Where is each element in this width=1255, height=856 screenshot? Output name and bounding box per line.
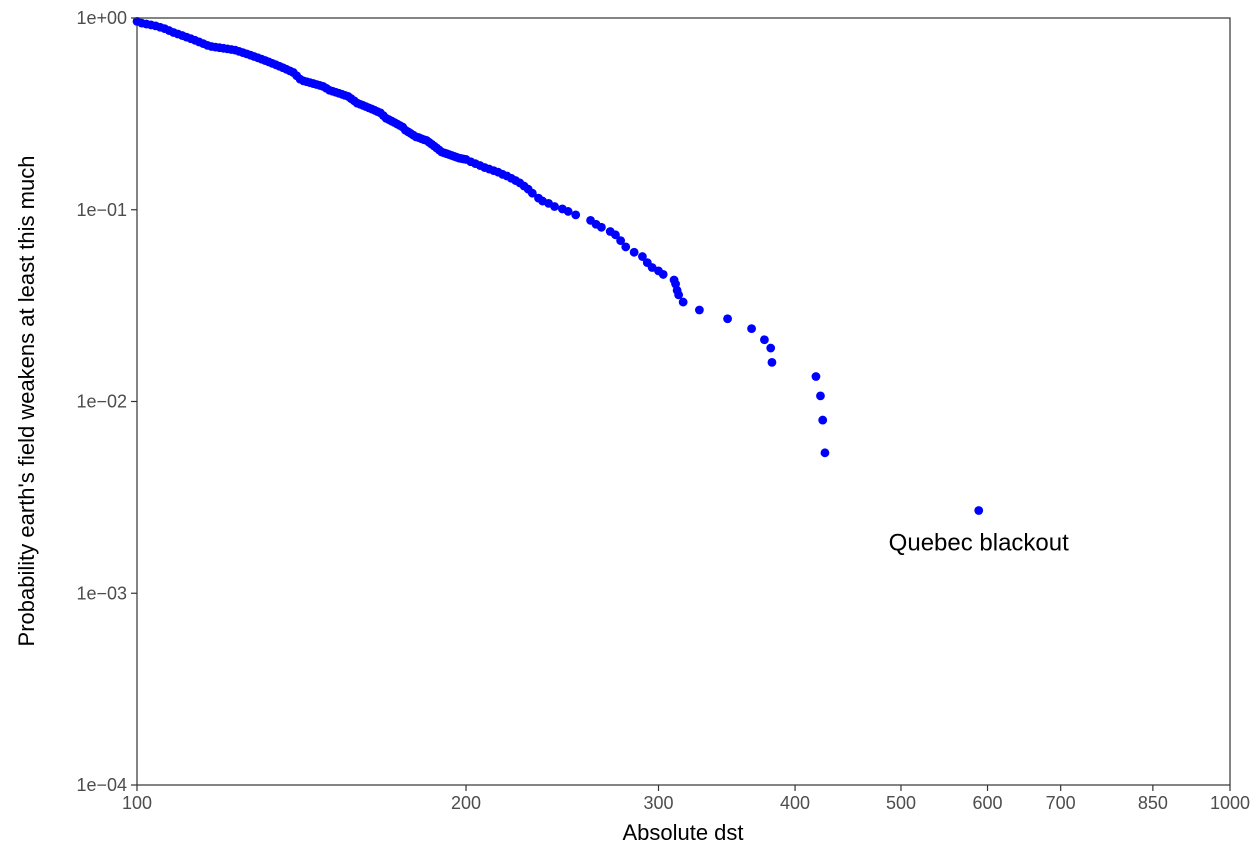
annotation-quebec-blackout: Quebec blackout — [889, 530, 1069, 557]
y-tick-label: 1e−01 — [76, 200, 127, 220]
y-tick-label: 1e−03 — [76, 583, 127, 603]
data-point — [658, 270, 668, 279]
x-tick-label: 850 — [1138, 793, 1168, 813]
x-tick-label: 700 — [1046, 793, 1076, 813]
x-tick-label: 100 — [122, 793, 152, 813]
data-point — [747, 324, 756, 333]
data-point — [674, 290, 684, 300]
y-tick-label: 1e−04 — [76, 775, 127, 795]
y-axis-title: Probability earth's field weakens at lea… — [14, 156, 39, 647]
points-layer — [132, 16, 984, 515]
data-point — [974, 506, 984, 515]
data-point — [820, 448, 830, 458]
x-axis-ticks: 100 200 300 400 500 600 700 850 1000 — [122, 785, 1250, 813]
x-tick-label: 400 — [780, 793, 810, 813]
x-tick-label: 300 — [643, 793, 673, 813]
data-point — [616, 236, 626, 246]
data-point — [550, 202, 559, 211]
y-tick-label: 1e−02 — [76, 392, 127, 412]
data-point — [811, 372, 821, 381]
data-point — [767, 357, 777, 367]
data-point — [611, 230, 620, 240]
x-axis-title: Absolute dst — [622, 820, 743, 845]
data-point — [723, 314, 732, 324]
x-tick-label: 1000 — [1210, 793, 1250, 813]
data-point — [621, 242, 631, 252]
data-point — [760, 335, 769, 345]
data-point — [816, 391, 825, 401]
data-point — [596, 222, 606, 232]
data-point — [527, 188, 537, 198]
data-point — [629, 247, 639, 257]
data-point — [766, 343, 776, 353]
plot-panel-border — [136, 17, 1231, 786]
y-tick-label: 1e+00 — [76, 8, 127, 28]
x-tick-label: 600 — [972, 793, 1002, 813]
data-point — [571, 210, 581, 220]
x-tick-label: 500 — [886, 793, 916, 813]
data-point — [638, 252, 647, 261]
x-tick-label: 200 — [451, 793, 481, 813]
data-point — [563, 207, 573, 216]
data-point — [695, 305, 704, 315]
data-point — [818, 415, 828, 425]
data-point — [678, 297, 688, 307]
y-axis-ticks: 1e−04 1e−03 1e−02 1e−01 1e+00 — [76, 8, 137, 795]
